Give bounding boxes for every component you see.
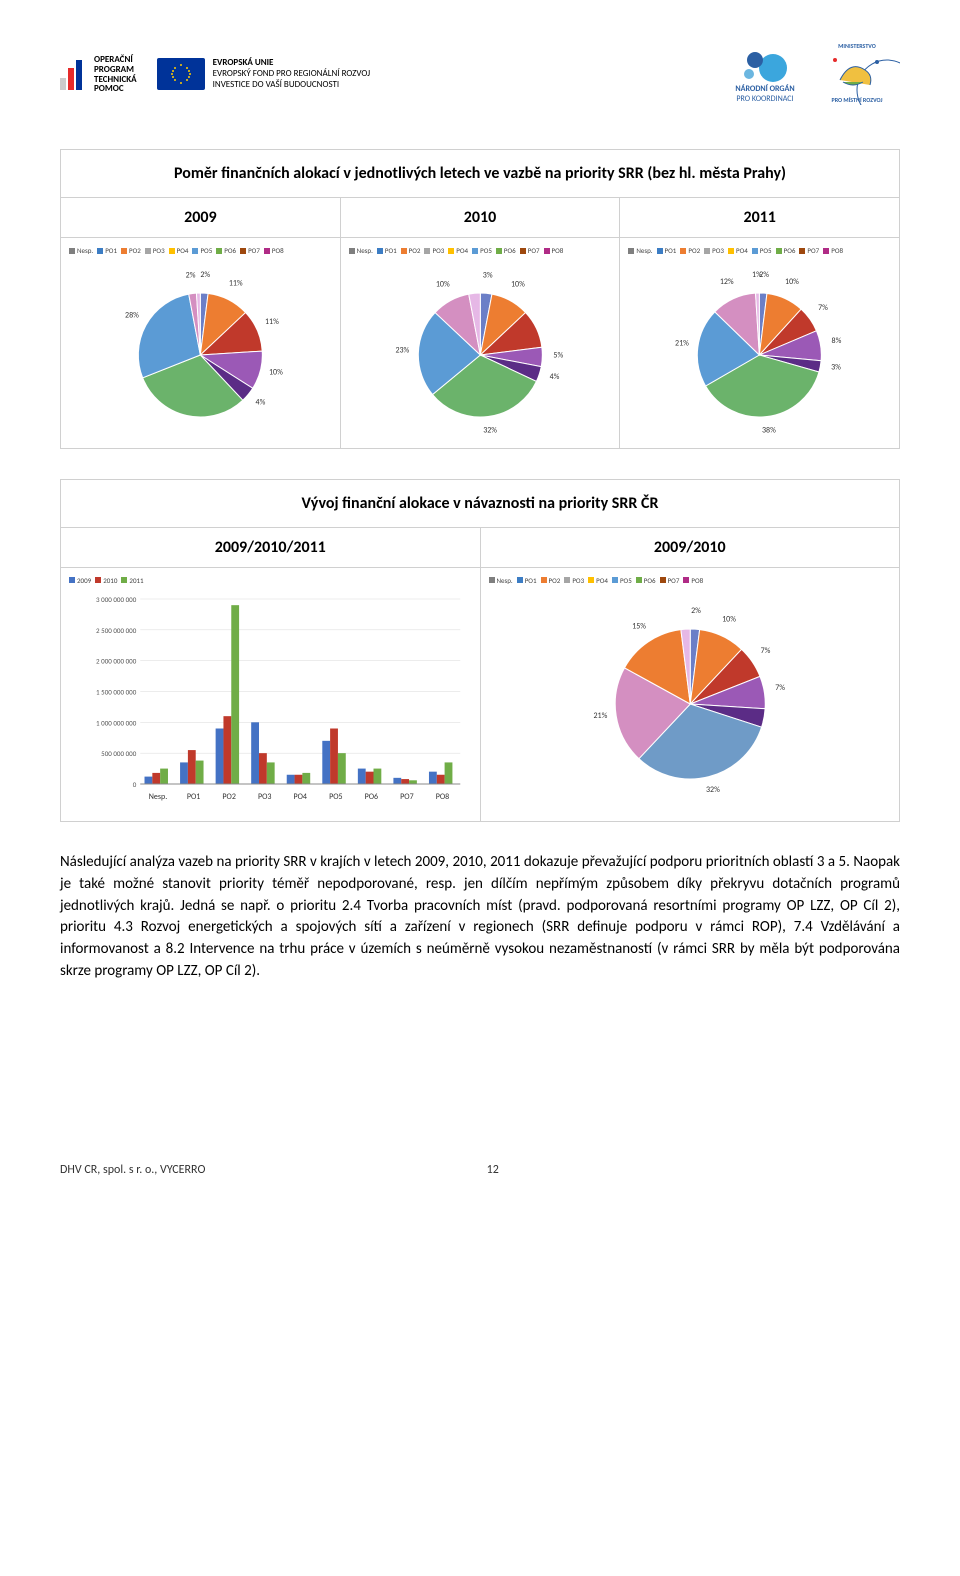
svg-text:500 000 000: 500 000 000 <box>101 749 137 758</box>
svg-text:11%: 11% <box>229 278 243 288</box>
table2-title: Vývoj finanční alokace v návaznosti na p… <box>61 480 899 528</box>
pie-2010: Nesp.PO1PO2PO3PO4PO5PO6PO7PO8 3%10%5%4%3… <box>341 238 621 448</box>
svg-text:12%: 12% <box>720 277 734 287</box>
table2-cols-row: 2009/2010/2011 2009/2010 <box>61 528 899 568</box>
bar-chart-cell: 200920102011 0500 000 0001 000 000 0001 … <box>61 568 481 822</box>
svg-text:7%: 7% <box>760 646 770 656</box>
svg-text:PO1: PO1 <box>187 792 200 802</box>
svg-text:PO2: PO2 <box>222 792 235 802</box>
svg-text:4%: 4% <box>549 372 559 382</box>
footer-page: 12 <box>205 1163 780 1177</box>
table1-title: Poměr finančních alokací v jednotlivých … <box>61 150 899 198</box>
col-2009-2010: 2009/2010 <box>481 528 900 567</box>
svg-text:10%: 10% <box>269 367 283 377</box>
svg-text:15%: 15% <box>632 622 646 632</box>
header-logos: OPERAČNÍ PROGRAM TECHNICKÁ POMOC <box>60 40 900 109</box>
svg-text:3%: 3% <box>831 362 841 372</box>
svg-text:PO5: PO5 <box>329 792 342 802</box>
svg-text:2 000 000 000: 2 000 000 000 <box>96 657 137 666</box>
svg-text:PO7: PO7 <box>400 792 413 802</box>
svg-text:7%: 7% <box>818 302 828 312</box>
table2-charts-row: 200920102011 0500 000 0001 000 000 0001 … <box>61 568 899 822</box>
year-2009: 2009 <box>61 198 341 237</box>
svg-text:5%: 5% <box>553 350 563 360</box>
logo-optp: OPERAČNÍ PROGRAM TECHNICKÁ POMOC <box>60 55 137 95</box>
svg-text:1 500 000 000: 1 500 000 000 <box>96 688 137 697</box>
svg-text:3 000 000 000: 3 000 000 000 <box>96 595 137 604</box>
table1-charts-row: Nesp.PO1PO2PO3PO4PO5PO6PO7PO8 2%11%11%10… <box>61 238 899 448</box>
svg-text:PO3: PO3 <box>258 792 271 802</box>
svg-text:MINISTERSTVO: MINISTERSTVO <box>838 42 876 50</box>
table1-years-row: 2009 2010 2011 <box>61 198 899 238</box>
table-allocation-development: Vývoj finanční alokace v návaznosti na p… <box>60 479 900 823</box>
year-2011: 2011 <box>620 198 899 237</box>
svg-text:2%: 2% <box>200 270 210 280</box>
logo-eu: EVROPSKÁ UNIE EVROPSKÝ FOND PRO REGIONÁL… <box>157 58 370 90</box>
svg-text:8%: 8% <box>832 336 842 346</box>
svg-text:PO8: PO8 <box>436 792 449 802</box>
svg-text:1 000 000 000: 1 000 000 000 <box>96 718 137 727</box>
svg-text:32%: 32% <box>483 425 497 435</box>
logo-optp-text: OPERAČNÍ PROGRAM TECHNICKÁ POMOC <box>94 55 137 95</box>
svg-text:38%: 38% <box>762 425 776 435</box>
logo-nok: NÁRODNÍ ORGÁN PRO KOORDINACI <box>735 46 795 104</box>
svg-text:3%: 3% <box>482 270 492 280</box>
eu-flag-icon <box>157 58 205 90</box>
svg-text:21%: 21% <box>593 711 607 721</box>
svg-text:4%: 4% <box>256 397 266 407</box>
svg-text:PRO MÍSTNÍ ROZVOJ: PRO MÍSTNÍ ROZVOJ <box>832 96 883 104</box>
pie-combined: Nesp.PO1PO2PO3PO4PO5PO6PO7PO8 2%10%7%7%3… <box>481 568 900 822</box>
svg-text:10%: 10% <box>785 277 799 287</box>
svg-text:32%: 32% <box>705 785 719 795</box>
svg-text:10%: 10% <box>722 615 736 625</box>
logo-eu-text: EVROPSKÁ UNIE EVROPSKÝ FOND PRO REGIONÁL… <box>213 58 370 90</box>
pie-2009: Nesp.PO1PO2PO3PO4PO5PO6PO7PO8 2%11%11%10… <box>61 238 341 448</box>
svg-text:23%: 23% <box>395 345 409 355</box>
pie-2011: Nesp.PO1PO2PO3PO4PO5PO6PO7PO8 2%10%7%8%3… <box>620 238 899 448</box>
svg-text:2 500 000 000: 2 500 000 000 <box>96 626 137 635</box>
svg-text:PO4: PO4 <box>294 792 307 802</box>
svg-text:7%: 7% <box>775 683 785 693</box>
svg-text:11%: 11% <box>265 317 279 327</box>
col-2009-2011: 2009/2010/2011 <box>61 528 481 567</box>
analysis-paragraph: Následující analýza vazeb na priority SR… <box>60 852 900 983</box>
footer-left: DHV CR, spol. s r. o., VYCERRO <box>60 1163 205 1177</box>
svg-text:0: 0 <box>133 780 137 789</box>
logo-mmr: MINISTERSTVO PRO MÍSTNÍ ROZVOJ <box>815 40 900 109</box>
svg-text:10%: 10% <box>436 279 450 289</box>
svg-text:2%: 2% <box>186 270 196 280</box>
svg-text:Nesp.: Nesp. <box>149 792 168 802</box>
svg-text:10%: 10% <box>511 279 525 289</box>
svg-text:21%: 21% <box>675 338 689 348</box>
page-footer: DHV CR, spol. s r. o., VYCERRO 12 <box>60 1163 900 1177</box>
svg-text:2%: 2% <box>691 606 701 616</box>
table-allocation-ratio: Poměr finančních alokací v jednotlivých … <box>60 149 900 449</box>
svg-text:28%: 28% <box>125 310 139 320</box>
svg-text:1%: 1% <box>752 270 762 280</box>
year-2010: 2010 <box>341 198 621 237</box>
svg-text:PO6: PO6 <box>365 792 378 802</box>
